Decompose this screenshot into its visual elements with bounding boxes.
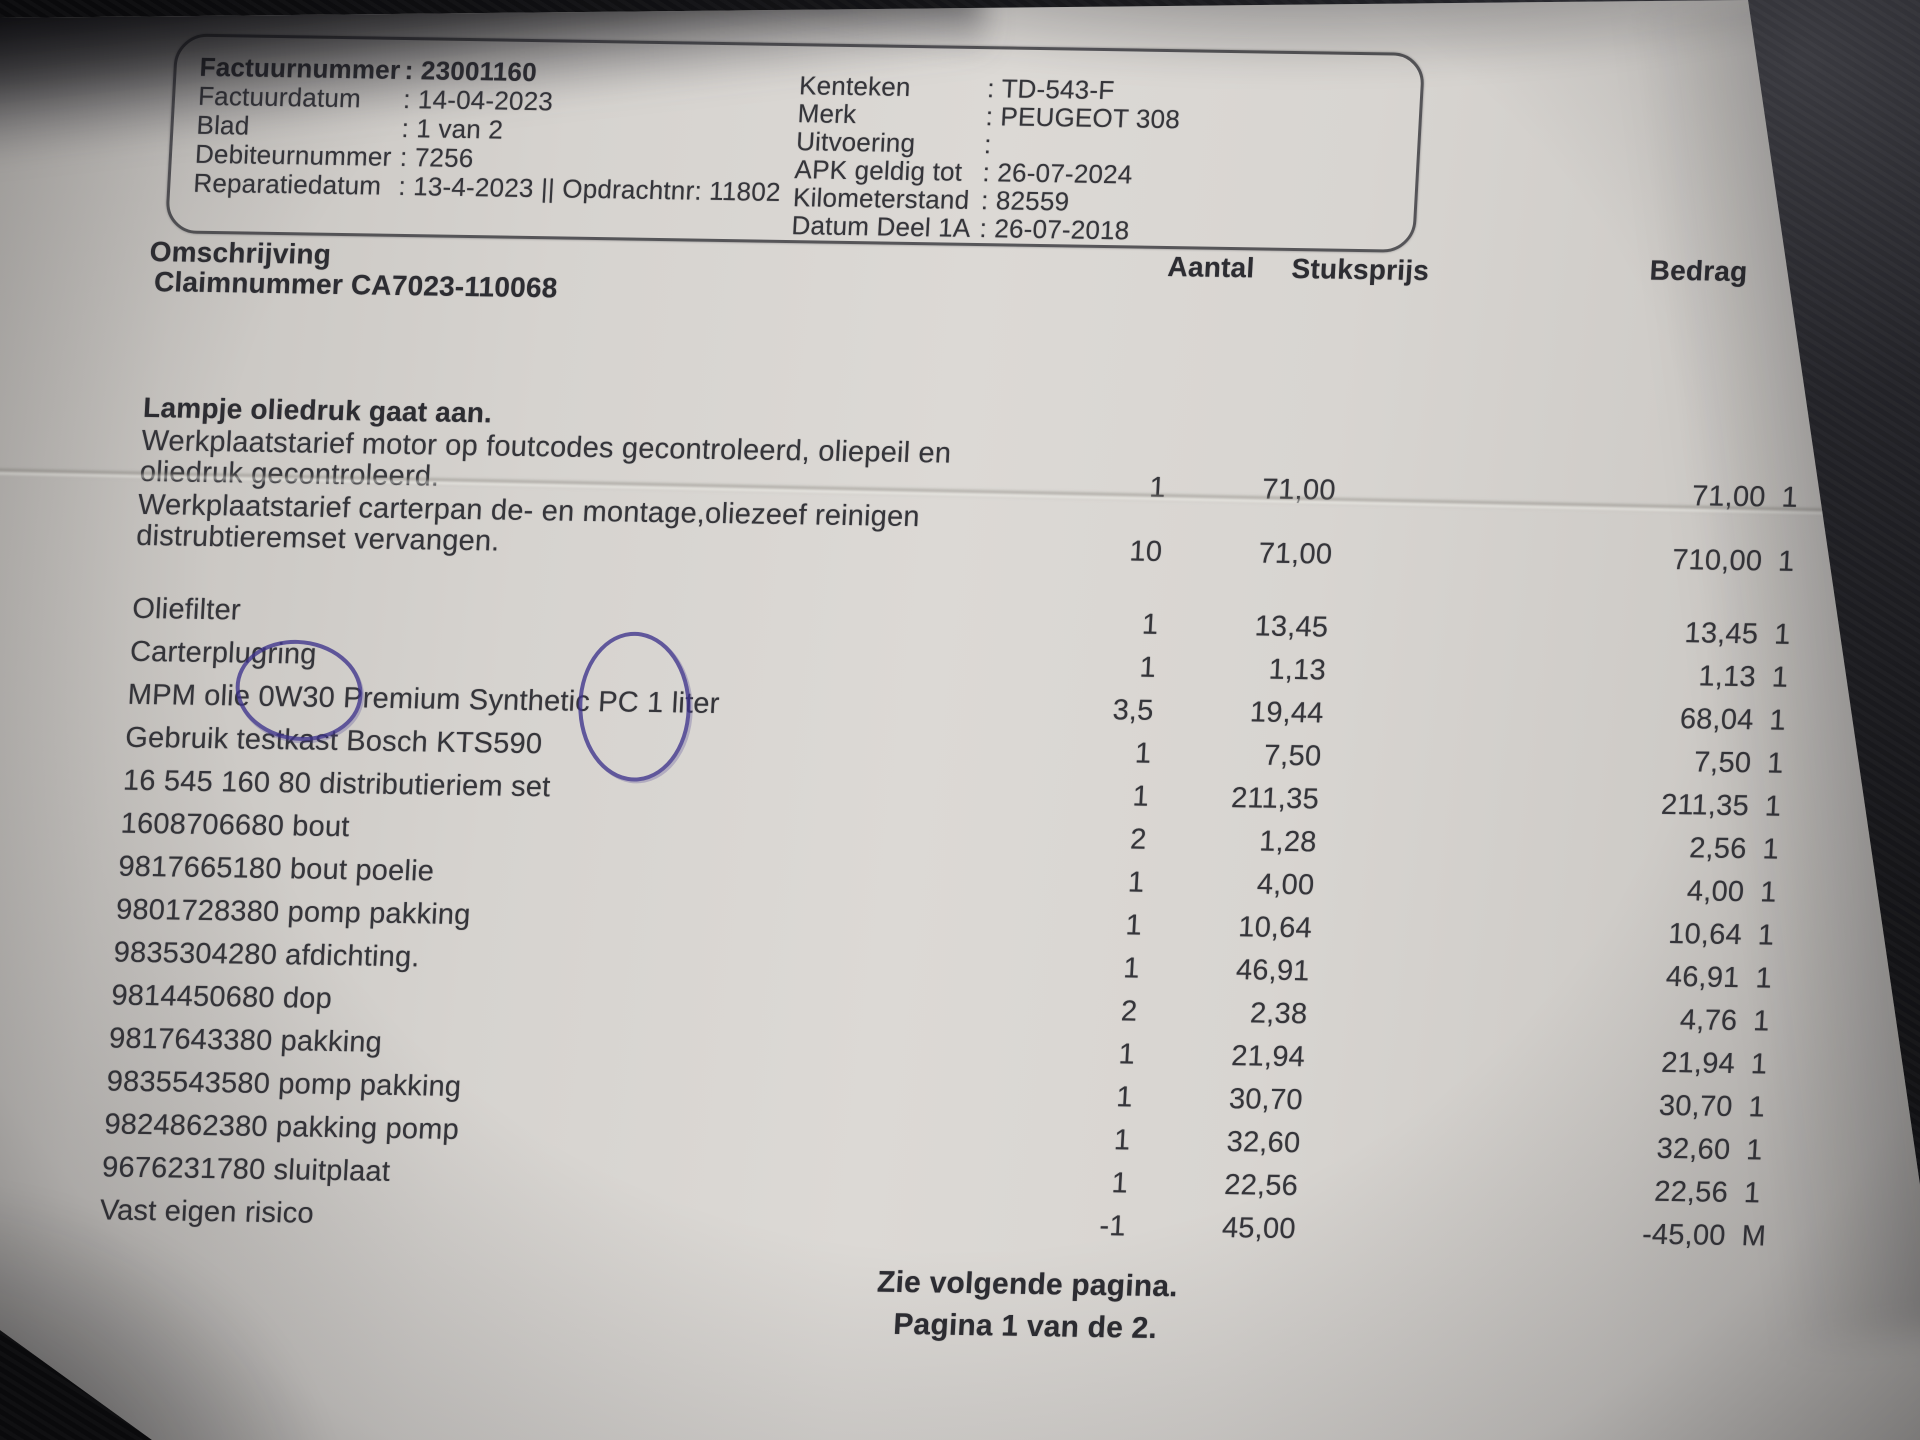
field-label: Kilometerstand [792,182,971,215]
table-header: Omschrijving Claimnummer CA7023-110068 A… [147,236,1838,319]
pen-circled-word: PC 1 [574,627,694,787]
line-unit-price: 7,50 [1263,739,1323,773]
line-amount: 68,04 [1322,693,1754,743]
line-amount: 211,35 [1660,788,1750,823]
shadow-bottom-left [0,1180,340,1440]
line-description: Werkplaatstarief carterpan de- en montag… [121,489,954,565]
line-amount: -45,00 [1641,1218,1727,1252]
line-description-text: MPM olie [126,678,260,713]
line-description-text: PC 1 [597,686,665,720]
line-quantity: 1 [1122,952,1141,985]
line-quantity: 1 [1110,1167,1129,1200]
line-unit-price: 2,38 [1249,997,1309,1031]
line-description-text: liter [662,687,721,721]
line-quantity: 1 [1115,1081,1134,1114]
shadow-top [600,0,1920,80]
line-quantity: 1 [1141,608,1160,641]
field-value: : 26-07-2018 [978,213,1131,246]
line-amount: 22,56 [1653,1175,1729,1209]
line-quantity: 1 [1124,909,1143,942]
line-description-text: 0W30 [257,680,336,714]
field-value: : PEUGEOT 308 [984,101,1181,135]
line-amount: 2,56 [1688,832,1748,866]
column-aantal: Aantal [1166,251,1256,284]
line-quantity: 2 [1129,823,1148,856]
line-quantity: 1 [1113,1124,1132,1157]
line-quantity: 1 [1131,780,1150,813]
field-value: : 26-07-2024 [981,157,1134,190]
pen-circled-word: 0W30 [225,629,373,752]
invoice-content: Factuurnummer: 23001160 Factuurdatum: 14… [79,25,1850,1360]
line-unit-price: 30,70 [1228,1083,1304,1117]
line-quantity: 1 [1117,1038,1136,1071]
line-unit-price: 10,64 [1237,911,1313,945]
field-value: : 7256 [399,141,475,174]
field-label: Datum Deel 1A [790,210,972,243]
header-right-column: Kenteken: TD-543-F Merk: PEUGEOT 308 Uit… [790,70,1401,249]
line-amount: 1,13 [1325,650,1757,700]
field-label: Uitvoering [795,126,917,159]
line-unit-price: 71,00 [1257,537,1334,571]
line-amount: 7,50 [1320,736,1752,786]
field-value: : 13-4-2023 || Opdrachtnr: 11802 [397,170,782,207]
line-quantity: 1 [1138,651,1157,684]
line-unit-price: 32,60 [1225,1126,1302,1160]
line-unit-price: 46,91 [1235,954,1311,988]
line-unit-price: 45,00 [1221,1211,1297,1246]
line-amount: 4,00 [1686,875,1746,909]
column-stuksprijs: Stuksprijs [1290,252,1430,287]
line-quantity: -1 [1098,1210,1127,1243]
line-unit-price: 4,00 [1256,868,1316,902]
line-quantity: 10 [1128,535,1164,568]
line-quantity: 1 [1127,866,1146,899]
line-amount: 46,91 [1665,960,1741,995]
line-amount: 30,70 [1658,1089,1734,1123]
line-unit-price: 211,35 [1230,782,1320,816]
field-label: Reparatiedatum [192,167,383,201]
line-quantity: 1 [1134,737,1153,770]
line-description-text: Premium Synthetic [334,682,600,719]
line-unit-price: 22,56 [1223,1169,1299,1203]
field-value: : [983,129,993,160]
line-unit-price: 13,45 [1253,610,1330,644]
line-unit-price: 19,44 [1249,696,1325,730]
line-unit-price: 1,13 [1267,653,1327,687]
field-value: : 82559 [980,185,1071,217]
line-unit-price: 1,28 [1258,825,1318,859]
field-label: Merk [796,98,858,130]
field-label: APK geldig tot [793,154,964,187]
line-quantity: 2 [1120,995,1139,1028]
line-amount: 32,60 [1655,1132,1732,1166]
line-amount: 21,94 [1660,1046,1736,1081]
line-quantity: 3,5 [1111,694,1155,727]
line-amount: 4,76 [1679,1004,1739,1038]
line-amount: 10,64 [1667,917,1743,952]
line-unit-price: 21,94 [1230,1040,1306,1074]
